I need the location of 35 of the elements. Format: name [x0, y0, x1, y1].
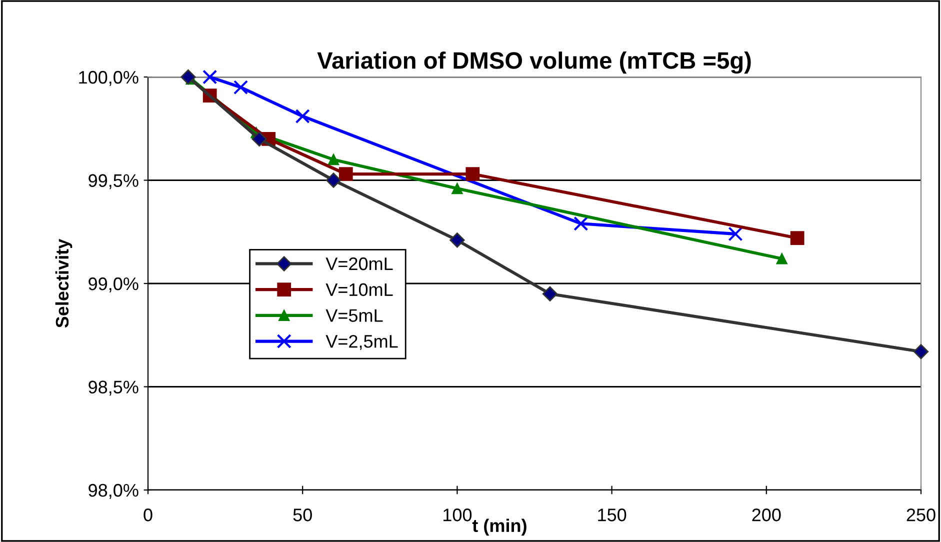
x-tick-label: 150 [598, 508, 626, 522]
point [326, 172, 342, 188]
y-tick-label: 98,0% [88, 484, 138, 499]
x-tick-label: 250 [906, 508, 936, 522]
point [542, 286, 558, 302]
point [233, 80, 248, 95]
point [728, 226, 743, 242]
legend-label: V=2,5mL [326, 335, 398, 350]
point [338, 167, 353, 181]
x-tick-label: 50 [293, 508, 312, 522]
legend-label: V=5mL [326, 309, 383, 322]
y-tick-label: 99,0% [88, 277, 138, 292]
point [252, 131, 267, 147]
x-tick-label: 0 [144, 508, 152, 522]
point [328, 154, 340, 166]
point [295, 108, 310, 124]
point [913, 344, 929, 360]
point [466, 167, 480, 181]
y-tick-label: 99,5% [88, 174, 138, 190]
y-tick-label: 98,5% [88, 380, 138, 396]
point [790, 231, 804, 246]
legend-label: V=10mL [326, 283, 393, 296]
x-tick-label: 100 [444, 508, 472, 522]
x-tick-label: 200 [752, 508, 781, 522]
point [574, 216, 588, 231]
x-axis-title: t (min) [472, 518, 526, 536]
y-axis-title: Selectivity [55, 238, 72, 328]
point [776, 253, 788, 264]
point [180, 69, 196, 85]
chart-title: Variation of DMSO volume (mTCB =5g) [317, 52, 751, 74]
legend-label: V=20mL [326, 257, 393, 270]
point [202, 70, 218, 84]
point [450, 232, 465, 248]
y-tick-label: 100,0% [79, 70, 138, 86]
point [452, 182, 463, 194]
